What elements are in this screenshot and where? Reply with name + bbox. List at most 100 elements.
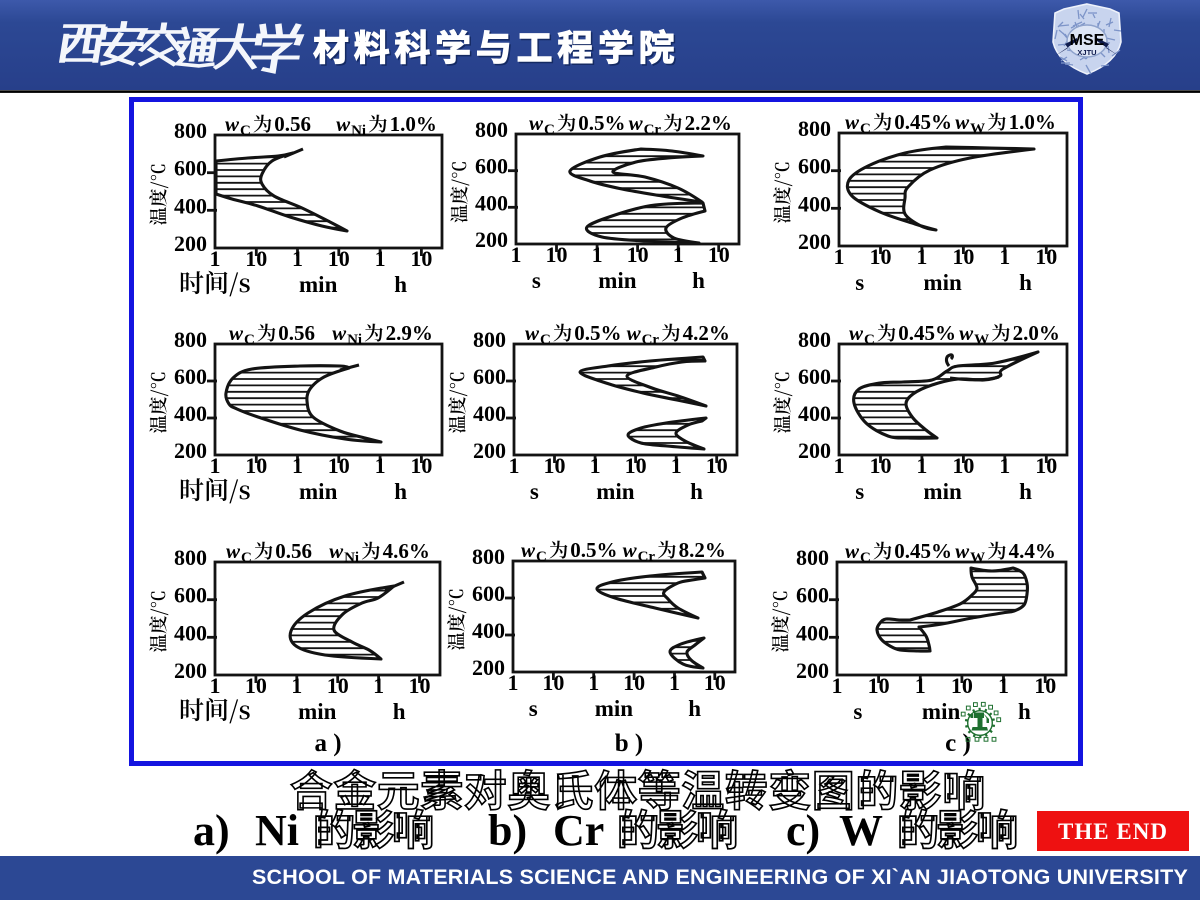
svg-text:s: s [532,268,541,293]
svg-text:10: 10 [951,673,973,698]
svg-text:8.2%: 8.2% [679,538,726,562]
svg-text:400: 400 [475,190,508,215]
svg-text:C: C [240,123,251,139]
svg-text:w: w [845,110,860,134]
svg-text:s: s [855,270,864,295]
svg-text:w: w [329,539,344,563]
svg-text:W: W [970,121,985,137]
svg-text:min: min [598,268,637,293]
svg-text:10: 10 [327,673,349,698]
svg-text:10: 10 [410,453,432,478]
svg-text:600: 600 [796,583,829,608]
svg-text:min: min [923,270,962,295]
svg-text:min: min [923,479,962,504]
svg-text:600: 600 [798,154,831,179]
svg-text:400: 400 [796,620,829,645]
svg-text:0.56: 0.56 [274,112,311,136]
svg-text:h: h [688,696,701,721]
svg-text:1: 1 [669,670,680,695]
svg-text:0.45%: 0.45% [894,110,952,134]
svg-text:1: 1 [671,453,682,478]
svg-text:min: min [596,479,635,504]
svg-text:1: 1 [373,673,384,698]
svg-text:2.9%: 2.9% [386,321,433,345]
svg-text:1: 1 [834,244,845,269]
svg-text:a ): a ) [314,730,341,757]
svg-text:s: s [529,696,538,721]
svg-text:200: 200 [473,438,506,463]
svg-text:C: C [540,332,551,348]
svg-text:w: w [226,539,241,563]
svg-text:800: 800 [472,544,505,569]
svg-text:1: 1 [916,244,927,269]
svg-text:4.4%: 4.4% [1009,539,1056,563]
svg-text:min: min [299,479,338,504]
svg-text:w: w [955,539,970,563]
svg-text:10: 10 [546,242,568,267]
svg-text:b): b) [488,806,527,855]
svg-text:1: 1 [588,670,599,695]
svg-text:1: 1 [834,453,845,478]
svg-text:200: 200 [174,658,207,683]
svg-text:w: w [336,112,351,136]
svg-text:s: s [853,699,862,724]
svg-text:4.2%: 4.2% [683,321,730,345]
svg-text:1: 1 [375,246,386,271]
svg-text:600: 600 [174,156,207,181]
svg-text:w: w [845,539,860,563]
svg-text:w: w [225,112,240,136]
svg-text:10: 10 [870,453,892,478]
svg-text:800: 800 [174,545,207,570]
svg-text:Cr: Cr [642,332,660,348]
svg-text:w: w [623,538,638,562]
svg-text:10: 10 [328,246,350,271]
svg-text:Ni: Ni [255,806,299,855]
svg-text:600: 600 [174,364,207,389]
svg-text:min: min [298,699,337,724]
svg-text:400: 400 [798,401,831,426]
svg-text:W: W [974,332,989,348]
svg-text:MSE: MSE [1070,32,1105,49]
svg-text:1: 1 [915,673,926,698]
svg-text:c ): c ) [945,730,971,757]
svg-text:0.45%: 0.45% [894,539,952,563]
svg-text:1: 1 [210,453,221,478]
svg-text:0.56: 0.56 [275,539,312,563]
svg-text:1: 1 [998,673,1009,698]
svg-text:s: s [855,479,864,504]
svg-text:800: 800 [796,545,829,570]
svg-text:1: 1 [210,673,221,698]
svg-text:Ni: Ni [347,332,362,348]
svg-text:h: h [1019,479,1032,504]
svg-text:C: C [544,122,555,138]
svg-text:a): a) [193,806,230,855]
svg-text:0.5%: 0.5% [574,321,621,345]
svg-text:Cr: Cr [553,806,604,855]
svg-text:Ni: Ni [344,550,359,566]
svg-text:C: C [860,121,871,137]
svg-text:C: C [860,550,871,566]
svg-text:10: 10 [952,453,974,478]
svg-text:1: 1 [999,244,1010,269]
svg-text:1: 1 [375,453,386,478]
svg-text:h: h [394,479,407,504]
svg-text:w: w [627,321,642,345]
svg-text:1.0%: 1.0% [1009,110,1056,134]
svg-text:b ): b ) [615,730,643,757]
svg-text:SCHOOL OF MATERIALS SCIENCE AN: SCHOOL OF MATERIALS SCIENCE AND ENGINEER… [252,865,1188,889]
svg-text:10: 10 [870,244,892,269]
svg-text:800: 800 [174,118,207,143]
svg-text:200: 200 [472,655,505,680]
svg-text:min: min [922,699,961,724]
svg-text:200: 200 [798,438,831,463]
svg-text:800: 800 [475,117,508,142]
svg-text:10: 10 [704,670,726,695]
svg-text:h: h [692,268,705,293]
svg-text:10: 10 [1034,673,1056,698]
svg-text:1: 1 [511,242,522,267]
svg-text:w: w [955,110,970,134]
svg-text:h: h [1019,270,1032,295]
svg-text:Cr: Cr [644,122,662,138]
svg-text:C: C [244,332,255,348]
svg-text:1: 1 [999,453,1010,478]
